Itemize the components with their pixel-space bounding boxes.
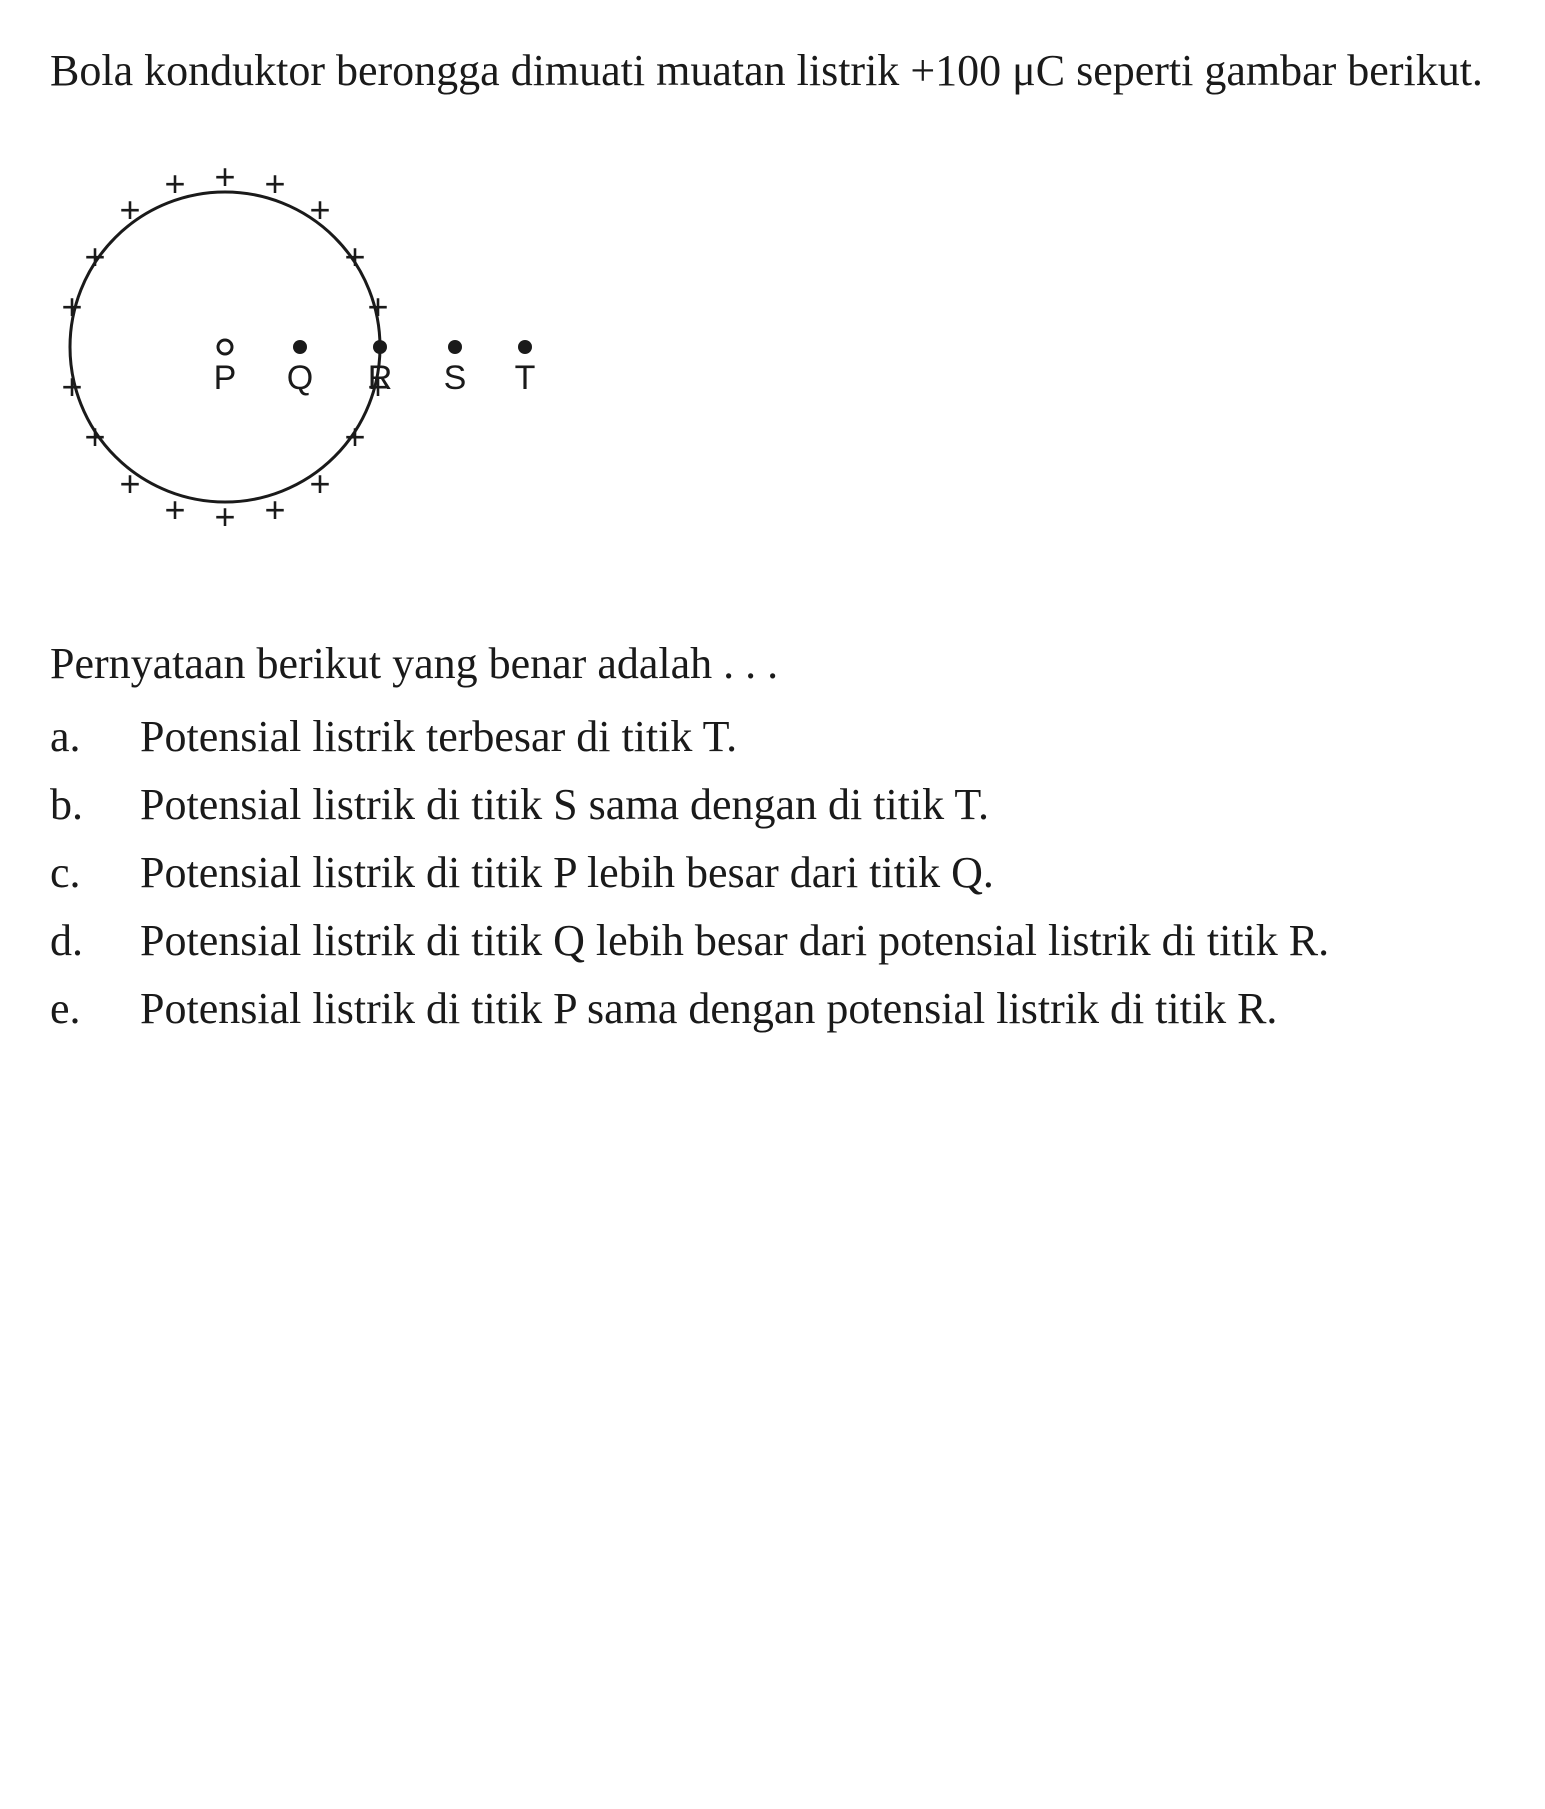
plus-sign: + [367, 286, 388, 327]
plus-sign: + [61, 366, 82, 407]
plus-sign: + [164, 163, 185, 204]
point-label-s: S [444, 359, 467, 397]
option-letter: d. [50, 909, 140, 973]
plus-sign: + [309, 189, 330, 230]
option-c: c. Potensial listrik di titik P lebih be… [50, 841, 1495, 905]
intro-line2: +100 μC seperti gambar berikut. [910, 46, 1483, 95]
plus-sign: + [164, 489, 185, 530]
diagram-svg: ++++++++++++++++++PQRST [50, 132, 570, 572]
option-letter: b. [50, 773, 140, 837]
option-text: Potensial listrik terbesar di titik T. [140, 705, 1495, 769]
point-dot-s [448, 340, 462, 354]
plus-sign: + [344, 236, 365, 277]
point-dot-q [293, 340, 307, 354]
option-b: b. Potensial listrik di titik S sama den… [50, 773, 1495, 837]
option-text: Potensial listrik di titik Q lebih besar… [140, 909, 1495, 973]
plus-sign: + [84, 416, 105, 457]
option-text: Potensial listrik di titik S sama dengan… [140, 773, 1495, 837]
conductor-diagram: ++++++++++++++++++PQRST [50, 132, 570, 572]
plus-sign: + [309, 463, 330, 504]
plus-sign: + [264, 489, 285, 530]
point-dot-t [518, 340, 532, 354]
plus-sign: + [214, 156, 235, 197]
point-label-p: P [214, 359, 237, 397]
point-dot-p [218, 340, 232, 354]
plus-sign: + [214, 496, 235, 537]
plus-sign: + [84, 236, 105, 277]
option-letter: c. [50, 841, 140, 905]
point-dot-r [373, 340, 387, 354]
point-label-q: Q [287, 359, 313, 397]
point-label-r: R [368, 359, 393, 397]
question-text: Pernyataan berikut yang benar adalah . .… [50, 632, 1495, 696]
options-list: a. Potensial listrik terbesar di titik T… [50, 705, 1495, 1040]
option-text: Potensial listrik di titik P sama dengan… [140, 977, 1495, 1041]
plus-sign: + [61, 286, 82, 327]
plus-sign: + [119, 463, 140, 504]
option-letter: e. [50, 977, 140, 1041]
intro-line1: Bola konduktor berongga dimuati muatan l… [50, 46, 899, 95]
option-text: Potensial listrik di titik P lebih besar… [140, 841, 1495, 905]
option-a: a. Potensial listrik terbesar di titik T… [50, 705, 1495, 769]
plus-sign: + [119, 189, 140, 230]
plus-sign: + [264, 163, 285, 204]
point-label-t: T [515, 359, 536, 397]
option-d: d. Potensial listrik di titik Q lebih be… [50, 909, 1495, 973]
intro-text: Bola konduktor berongga dimuati muatan l… [50, 40, 1495, 102]
option-e: e. Potensial listrik di titik P sama den… [50, 977, 1495, 1041]
option-letter: a. [50, 705, 140, 769]
plus-sign: + [344, 416, 365, 457]
